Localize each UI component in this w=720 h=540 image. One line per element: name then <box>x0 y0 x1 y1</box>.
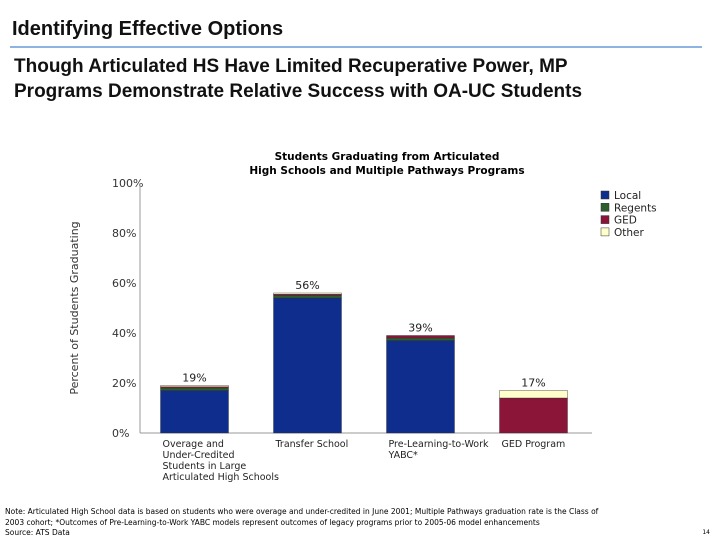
bar-segment-other <box>160 385 229 387</box>
page-title: Identifying Effective Options <box>12 18 284 40</box>
x-category-label: Transfer School <box>275 439 349 450</box>
title-divider <box>10 46 702 48</box>
legend-label-ged: GED <box>614 215 637 227</box>
chart-title-line-2: High Schools and Multiple Pathways Progr… <box>249 165 524 177</box>
bar-segment-regents <box>386 337 455 341</box>
legend-label-regents: Regents <box>614 202 657 214</box>
bar-segment-ged <box>386 335 455 339</box>
y-tick-label: 0% <box>112 427 129 440</box>
x-category-label: Overage and <box>163 439 224 450</box>
legend-swatch-other <box>600 227 610 237</box>
slide-subtitle: Though Articulated HS Have Limited Recup… <box>14 54 704 104</box>
subtitle-line-1: Though Articulated HS Have Limited Recup… <box>14 56 568 77</box>
y-tick-label: 40% <box>112 327 136 340</box>
legend-swatch-ged <box>600 215 610 224</box>
bar-segment-regents <box>273 295 342 299</box>
x-category-label: GED Program <box>502 439 566 450</box>
legend-label-local: Local <box>614 190 641 202</box>
bar-total-label: 56% <box>295 279 319 292</box>
legend-swatch-local <box>600 190 610 200</box>
legend-label-other: Other <box>614 227 644 239</box>
chart-title-line-1: Students Graduating from Articulated <box>275 151 500 163</box>
bar-segment-regents <box>160 387 229 391</box>
bar-segment-ged <box>499 397 568 434</box>
bar-segment-local <box>273 297 342 434</box>
footnote-source: Source: ATS Data <box>5 528 70 537</box>
legend-swatch-regents <box>600 203 610 212</box>
bar-total-label: 19% <box>182 372 206 385</box>
y-tick-label: 100% <box>112 177 143 190</box>
y-tick-label: 80% <box>112 227 136 240</box>
bar-segment-local <box>160 390 229 434</box>
page-number: 14 <box>702 529 710 536</box>
y-axis-label: Percent of Students Graduating <box>68 221 81 394</box>
bar-segment-other <box>273 292 342 295</box>
footnote: Note: Articulated High School data is ba… <box>5 507 665 539</box>
x-category-label: YABC* <box>388 450 419 461</box>
x-category-label: Pre-Learning-to-Work <box>389 439 490 450</box>
footnote-line-1: Note: Articulated High School data is ba… <box>5 507 599 516</box>
x-category-label: Articulated High Schools <box>163 472 279 483</box>
stacked-bar-chart: Students Graduating from Articulated High… <box>68 151 657 483</box>
subtitle-line-2: Programs Demonstrate Relative Success wi… <box>14 81 583 102</box>
bar-segment-other <box>499 390 568 399</box>
bar-total-label: 17% <box>521 377 545 390</box>
y-tick-label: 20% <box>112 377 136 390</box>
x-category-label: Students in Large <box>163 461 247 472</box>
footnote-line-2: 2003 cohort; *Outcomes of Pre-Learning-t… <box>5 517 540 527</box>
bar-segment-local <box>386 340 455 434</box>
bar-total-label: 39% <box>408 322 432 335</box>
x-category-label: Under-Credited <box>163 450 235 461</box>
y-tick-label: 60% <box>112 277 136 290</box>
